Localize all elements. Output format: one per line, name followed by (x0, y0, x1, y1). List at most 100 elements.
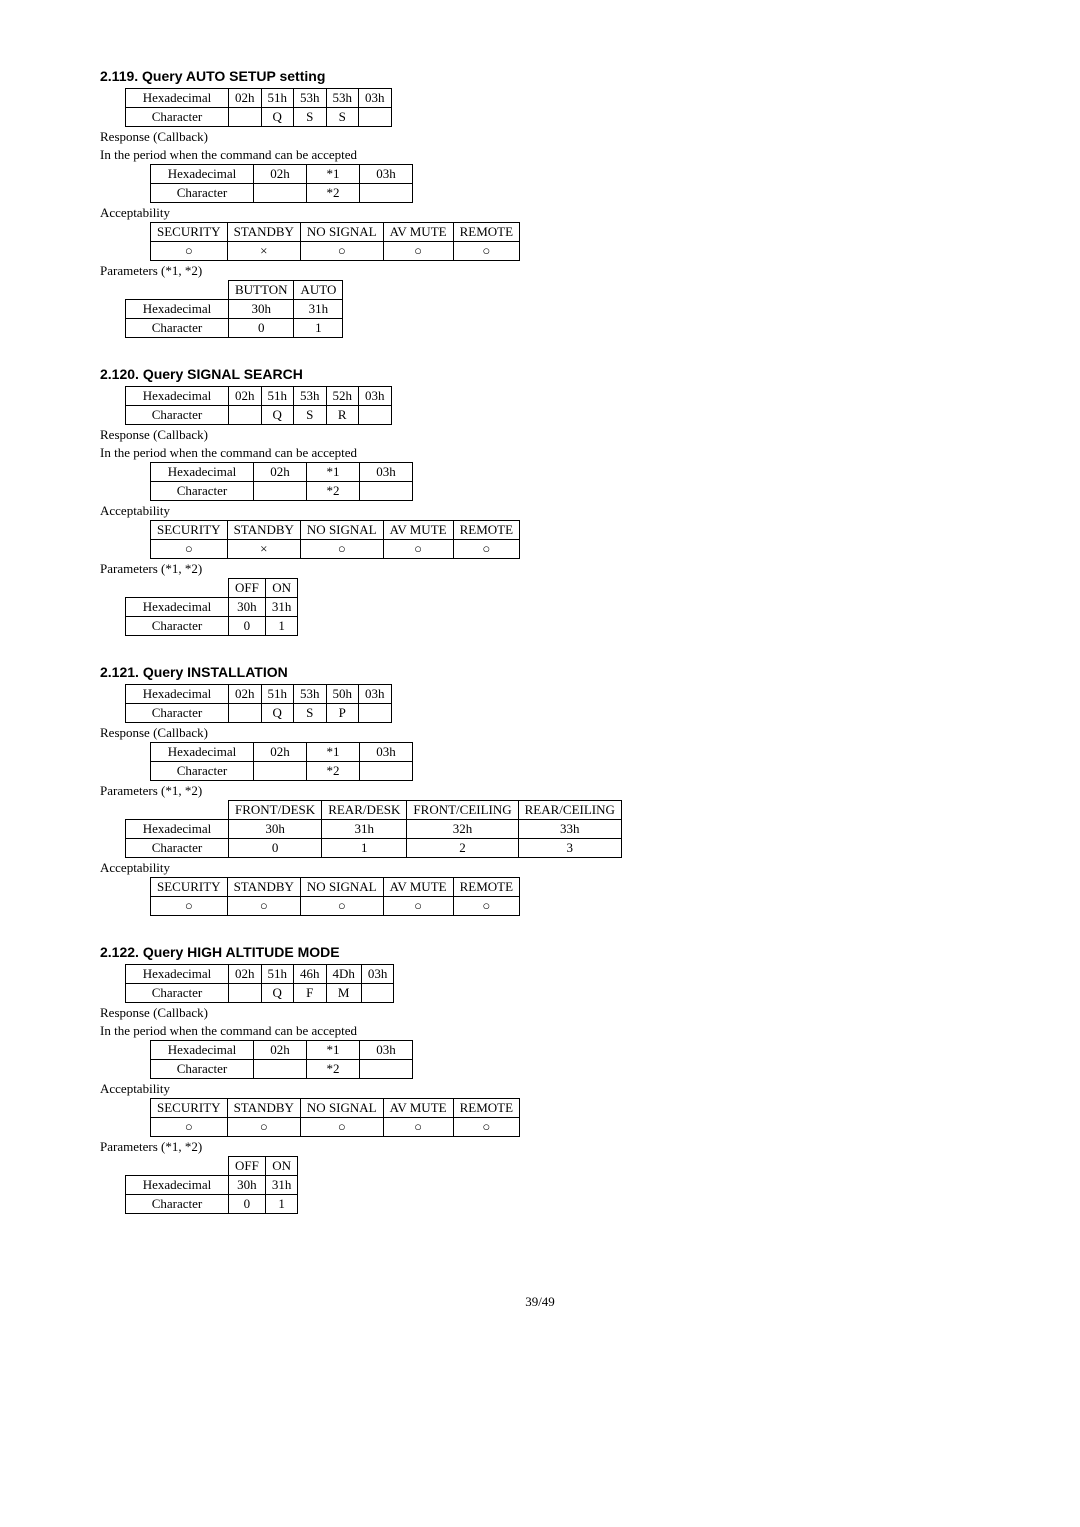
resp-label: Response (Callback) (100, 427, 980, 443)
cell: ○ (300, 242, 383, 261)
cell: 02h (229, 89, 262, 108)
cell: Q (261, 984, 294, 1003)
cell: S (294, 704, 327, 723)
cell: ○ (151, 1118, 228, 1137)
section-title: 2.120. Query SIGNAL SEARCH (100, 366, 980, 382)
accept-table: SECURITY STANDBY NO SIGNAL AV MUTE REMOT… (150, 1098, 520, 1137)
params-label: Parameters (*1, *2) (100, 561, 980, 577)
cell: × (227, 540, 300, 559)
params-label: Parameters (*1, *2) (100, 263, 980, 279)
cell: 31h (294, 300, 343, 319)
cell (360, 184, 413, 203)
cell: ○ (300, 1118, 383, 1137)
resp-label: Response (Callback) (100, 725, 980, 741)
cell: 02h (229, 387, 262, 406)
chr-label: Character (126, 984, 229, 1003)
cell: 30h (229, 300, 294, 319)
cell: ○ (300, 897, 383, 916)
cell: STANDBY (227, 878, 300, 897)
params-table: FRONT/DESK REAR/DESK FRONT/CEILING REAR/… (125, 800, 622, 858)
cell: *1 (307, 743, 360, 762)
cmd-table: Hexadecimal 02h 51h 46h 4Dh 03h Characte… (125, 964, 394, 1003)
cell: 0 (229, 839, 322, 858)
cell: 53h (294, 685, 327, 704)
cmd-table: Hexadecimal 02h 51h 53h 50h 03h Characte… (125, 684, 392, 723)
cell: 02h (229, 965, 262, 984)
cell: ON (265, 1157, 298, 1176)
cell: 02h (254, 463, 307, 482)
cell: 46h (294, 965, 327, 984)
cell: STANDBY (227, 1099, 300, 1118)
cell: 03h (361, 965, 394, 984)
resp-label: Response (Callback) (100, 129, 980, 145)
cell: REMOTE (453, 878, 519, 897)
cell: NO SIGNAL (300, 1099, 383, 1118)
cell: REAR/DESK (322, 801, 407, 820)
page-number: 39/49 (100, 1294, 980, 1310)
cell: BUTTON (229, 281, 294, 300)
chr-label: Character (126, 1195, 229, 1214)
hex-label: Hexadecimal (126, 300, 229, 319)
cell: OFF (229, 1157, 266, 1176)
cell: 31h (265, 1176, 298, 1195)
params-table: BUTTON AUTO Hexadecimal 30h 31h Characte… (125, 280, 343, 338)
cell (254, 762, 307, 781)
cell: P (326, 704, 359, 723)
cell: ○ (383, 540, 453, 559)
cell: ○ (453, 540, 519, 559)
cell (229, 406, 262, 425)
cell: REMOTE (453, 521, 519, 540)
accepted-label: In the period when the command can be ac… (100, 147, 980, 163)
cell: ○ (151, 897, 228, 916)
hex-label: Hexadecimal (126, 387, 229, 406)
cell: *2 (307, 482, 360, 501)
chr-label: Character (151, 184, 254, 203)
cell: ON (265, 579, 298, 598)
hex-label: Hexadecimal (151, 743, 254, 762)
hex-label: Hexadecimal (126, 685, 229, 704)
cell: NO SIGNAL (300, 223, 383, 242)
cell: SECURITY (151, 878, 228, 897)
cell: 03h (360, 165, 413, 184)
accept-label: Acceptability (100, 860, 980, 876)
chr-label: Character (126, 406, 229, 425)
chr-label: Character (151, 1060, 254, 1079)
cell: REMOTE (453, 1099, 519, 1118)
params-table: OFF ON Hexadecimal 30h 31h Character 0 1 (125, 578, 298, 636)
cell: ○ (453, 897, 519, 916)
cell: 31h (322, 820, 407, 839)
cell (359, 406, 392, 425)
cell: SECURITY (151, 1099, 228, 1118)
cmd-table: Hexadecimal 02h 51h 53h 53h 03h Characte… (125, 88, 392, 127)
accept-label: Acceptability (100, 1081, 980, 1097)
cell: REMOTE (453, 223, 519, 242)
cell: 30h (229, 598, 266, 617)
cell: 1 (322, 839, 407, 858)
chr-label: Character (151, 482, 254, 501)
cell: 03h (360, 1041, 413, 1060)
cell (254, 482, 307, 501)
cell: 30h (229, 1176, 266, 1195)
chr-label: Character (126, 319, 229, 338)
cell: ○ (300, 540, 383, 559)
cell: 51h (261, 387, 294, 406)
accept-label: Acceptability (100, 205, 980, 221)
cell: ○ (383, 897, 453, 916)
cell: Q (261, 406, 294, 425)
cell: STANDBY (227, 521, 300, 540)
cell: *1 (307, 1041, 360, 1060)
cell: AUTO (294, 281, 343, 300)
accept-table: SECURITY STANDBY NO SIGNAL AV MUTE REMOT… (150, 520, 520, 559)
chr-label: Character (151, 762, 254, 781)
cell: FRONT/DESK (229, 801, 322, 820)
accepted-label: In the period when the command can be ac… (100, 1023, 980, 1039)
chr-label: Character (126, 704, 229, 723)
cell: 0 (229, 1195, 266, 1214)
cell: 30h (229, 820, 322, 839)
resp-label: Response (Callback) (100, 1005, 980, 1021)
cell (229, 984, 262, 1003)
cell: ○ (453, 242, 519, 261)
hex-label: Hexadecimal (126, 89, 229, 108)
cell: ○ (227, 1118, 300, 1137)
cell: *2 (307, 184, 360, 203)
